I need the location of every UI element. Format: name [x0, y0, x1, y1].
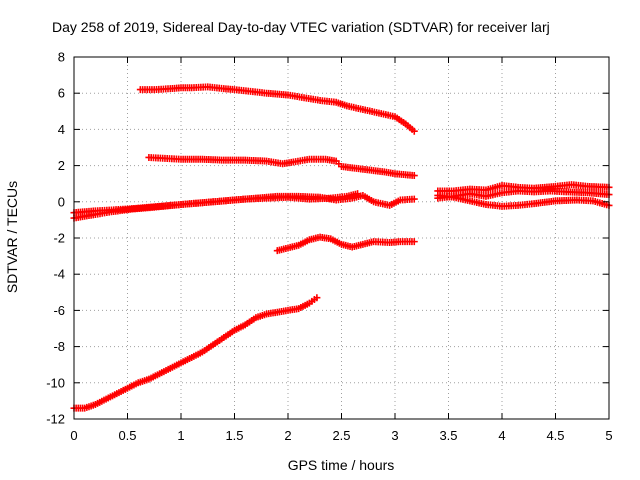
- series-track-5: [273, 233, 418, 255]
- data-point: [313, 294, 321, 302]
- series-track-7: [434, 181, 613, 195]
- series-track-6: [70, 294, 321, 412]
- data-point: [354, 190, 362, 198]
- y-tick-label: 0: [58, 194, 65, 209]
- chart-title: Day 258 of 2019, Sidereal Day-to-day VTE…: [52, 19, 550, 35]
- data-point: [410, 195, 418, 203]
- x-axis: 0 0.5 1 1.5 2 2.5 3 3.5 4 4.5 5: [70, 57, 613, 443]
- x-tick-label: 5: [605, 428, 612, 443]
- y-tick-label: 8: [58, 50, 65, 65]
- series-group: [70, 83, 613, 412]
- y-axis: -12 -10 -8 -6 -4 -2 0 2 4 6 8: [46, 50, 609, 427]
- y-tick-label: 4: [58, 122, 65, 137]
- data-point: [410, 172, 418, 180]
- y-tick-label: -2: [53, 231, 65, 246]
- x-tick-label: 1.5: [225, 428, 243, 443]
- data-point: [410, 127, 418, 135]
- x-tick-label: 0.5: [118, 428, 136, 443]
- y-axis-label: SDTVAR / TECUs: [4, 181, 20, 293]
- x-axis-label: GPS time / hours: [288, 457, 395, 473]
- series-track-1: [136, 83, 418, 135]
- x-tick-label: 3: [391, 428, 398, 443]
- grid: [74, 57, 609, 419]
- x-tick-label: 3.5: [439, 428, 457, 443]
- x-tick-label: 4: [498, 428, 505, 443]
- series-track-4: [70, 190, 362, 222]
- x-tick-label: 1: [177, 428, 184, 443]
- x-tick-label: 2.5: [332, 428, 350, 443]
- y-tick-label: 2: [58, 158, 65, 173]
- y-tick-label: -12: [46, 412, 65, 427]
- y-tick-label: -4: [53, 267, 65, 282]
- series-track-9: [434, 191, 613, 210]
- x-tick-label: 2: [284, 428, 291, 443]
- x-tick-label: 4.5: [546, 428, 564, 443]
- y-tick-label: -10: [46, 375, 65, 390]
- y-tick-label: -6: [53, 303, 65, 318]
- x-tick-label: 0: [70, 428, 77, 443]
- series-track-2: [145, 153, 418, 180]
- data-point: [410, 238, 418, 246]
- y-tick-label: 6: [58, 86, 65, 101]
- y-tick-label: -8: [53, 339, 65, 354]
